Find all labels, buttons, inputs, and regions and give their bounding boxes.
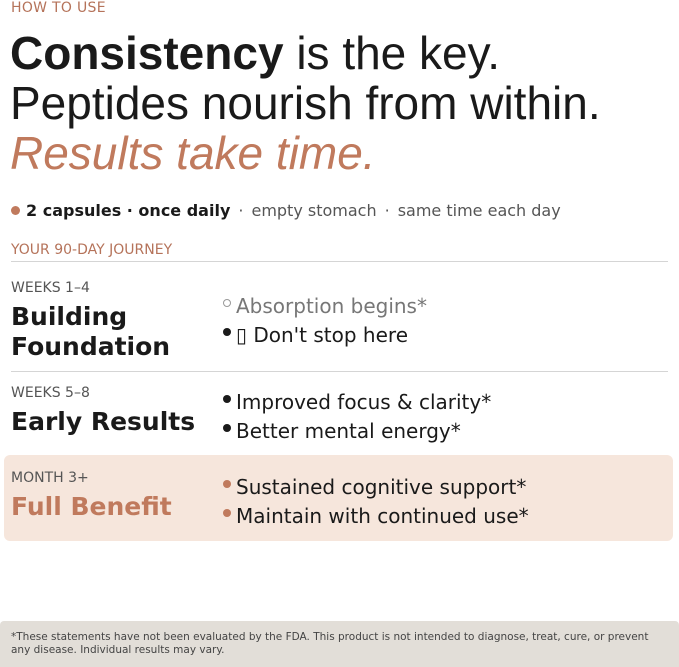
bullet: Better mental energy* [222, 417, 491, 446]
headline-bold: Consistency [10, 28, 284, 79]
headline-italic: Results take time. [10, 127, 376, 178]
stage-title: Early Results [11, 407, 196, 436]
headline-rest: is the key. [296, 28, 500, 79]
bullet: Absorption begins* [222, 292, 427, 321]
separator: · [238, 201, 244, 220]
eyebrow: HOW TO USE [11, 0, 106, 16]
separator: · [384, 201, 390, 220]
dosage-item: empty stomach [251, 201, 377, 220]
stage-period: WEEKS 1–4 [11, 280, 90, 296]
stage-period: MONTH 3+ [11, 470, 89, 486]
headline-line: Peptides nourish from within. [10, 77, 601, 129]
bullets: Sustained cognitive support* Maintain wit… [222, 473, 529, 531]
dot [11, 206, 20, 215]
bullets: Improved focus & clarity* Better mental e… [222, 388, 491, 446]
stage: WEEKS 5–8 Early Results Improved focus & c… [4, 376, 673, 452]
dosage-item: 2 capsules · once daily [26, 201, 231, 220]
stage-title: Full Benefit [11, 492, 172, 521]
footnote-box: *These statements have not been evaluate… [0, 621, 679, 667]
headline: Consistency is the key. Peptides nourish… [10, 28, 679, 178]
divider [11, 371, 668, 372]
bullet: Maintain with continued use* [222, 502, 529, 531]
stage: MONTH 3+ Full Benefit Sustained cognitive … [4, 455, 673, 541]
divider [11, 261, 668, 262]
journey-label: YOUR 90-DAY JOURNEY [11, 242, 173, 258]
dosage: 2 capsules · once daily · empty stomach · sa… [11, 201, 561, 220]
stage: WEEKS 1–4 Building Foundation Absorption b… [4, 272, 673, 370]
bullet: Improved focus & clarity* [222, 388, 491, 417]
bullets: Absorption begins* ▯ Don't stop here [222, 292, 427, 350]
bullet: Sustained cognitive support* [222, 473, 529, 502]
headline-line: Consistency is the key. [10, 28, 679, 78]
stage-period: WEEKS 5–8 [11, 385, 90, 401]
dosage-item: same time each day [397, 201, 561, 220]
stage-title: Building Foundation [11, 302, 171, 361]
footnote: *These statements have not been evaluate… [11, 631, 649, 656]
bullet: ▯ Don't stop here [222, 321, 427, 350]
